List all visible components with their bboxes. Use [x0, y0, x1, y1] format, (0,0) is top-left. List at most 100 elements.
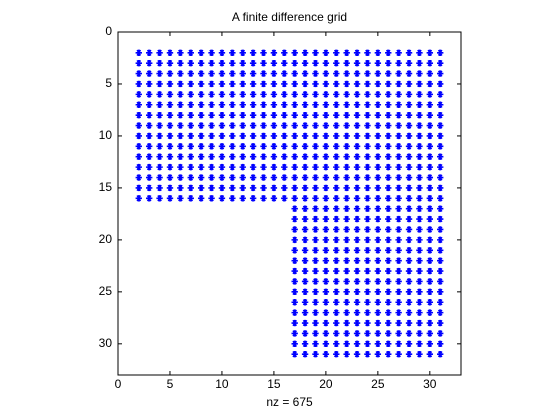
- grid-point: [437, 174, 444, 181]
- grid-point: [197, 143, 205, 150]
- grid-point: [405, 205, 413, 212]
- grid-point: [343, 101, 350, 108]
- grid-point: [416, 132, 423, 140]
- grid-point: [197, 49, 205, 56]
- grid-point: [187, 80, 194, 88]
- grid-point: [156, 80, 163, 88]
- grid-point: [301, 205, 309, 212]
- grid-point: [145, 195, 153, 202]
- grid-point: [218, 153, 226, 160]
- grid-point: [426, 91, 434, 98]
- grid-point: [249, 174, 257, 181]
- grid-point: [395, 49, 402, 56]
- grid-point: [437, 59, 444, 67]
- grid-point: [426, 111, 434, 119]
- grid-point: [301, 267, 309, 275]
- grid-point: [385, 236, 392, 244]
- grid-point: [405, 257, 413, 264]
- grid-point: [301, 257, 309, 264]
- grid-point: [322, 143, 330, 150]
- grid-point: [437, 351, 444, 358]
- grid-point: [229, 59, 236, 67]
- grid-point: [416, 70, 423, 77]
- grid-point: [145, 163, 153, 171]
- grid-point: [239, 153, 246, 160]
- grid-point: [322, 132, 330, 140]
- grid-point: [437, 267, 444, 275]
- grid-point: [385, 91, 392, 98]
- grid-point: [322, 278, 330, 285]
- grid-point: [374, 226, 382, 233]
- grid-point: [322, 80, 330, 88]
- x-tick-label: 0: [115, 377, 122, 391]
- grid-point: [270, 91, 278, 98]
- grid-point: [364, 59, 371, 67]
- grid-point: [426, 288, 434, 296]
- grid-point: [353, 278, 361, 285]
- grid-point: [333, 215, 340, 223]
- grid-point: [301, 340, 309, 348]
- grid-point: [239, 111, 246, 119]
- grid-point: [239, 184, 246, 192]
- grid-point: [416, 288, 423, 296]
- grid-point: [301, 247, 309, 254]
- grid-point: [135, 111, 142, 119]
- grid-point: [135, 49, 142, 56]
- grid-point: [353, 215, 361, 223]
- grid-point: [353, 236, 361, 244]
- grid-point: [239, 122, 246, 129]
- grid-point: [416, 163, 423, 171]
- grid-point: [333, 257, 340, 264]
- grid-point: [177, 111, 184, 119]
- grid-point: [353, 299, 361, 306]
- grid-point: [145, 80, 153, 88]
- grid-point: [353, 143, 361, 150]
- grid-point: [395, 91, 402, 98]
- grid-point: [135, 184, 142, 192]
- grid-point: [135, 195, 142, 202]
- grid-point: [322, 226, 330, 233]
- grid-point: [208, 101, 215, 108]
- grid-point: [260, 70, 267, 77]
- grid-point: [343, 70, 350, 77]
- grid-point: [343, 174, 350, 181]
- grid-point: [333, 184, 340, 192]
- grid-point: [416, 236, 423, 244]
- grid-point: [197, 184, 205, 192]
- grid-point: [364, 195, 371, 202]
- grid-point: [437, 330, 444, 337]
- grid-point: [156, 91, 163, 98]
- grid-point: [426, 101, 434, 108]
- grid-point: [301, 215, 309, 223]
- grid-point: [343, 278, 350, 285]
- grid-point: [135, 132, 142, 140]
- grid-point: [437, 236, 444, 244]
- grid-point: [385, 205, 392, 212]
- grid-point: [416, 205, 423, 212]
- grid-point: [426, 236, 434, 244]
- grid-point: [333, 319, 340, 327]
- grid-point: [385, 257, 392, 264]
- grid-point: [301, 153, 309, 160]
- grid-point: [249, 122, 257, 129]
- grid-point: [322, 91, 330, 98]
- grid-point: [312, 91, 319, 98]
- grid-point: [260, 101, 267, 108]
- grid-point: [156, 111, 163, 119]
- grid-point: [353, 153, 361, 160]
- grid-point: [437, 299, 444, 306]
- grid-point: [177, 174, 184, 181]
- grid-point: [353, 351, 361, 358]
- grid-point: [301, 70, 309, 77]
- grid-point: [291, 257, 298, 264]
- grid-point: [281, 174, 288, 181]
- grid-point: [249, 70, 257, 77]
- grid-point: [301, 184, 309, 192]
- grid-point: [333, 70, 340, 77]
- grid-point: [291, 132, 298, 140]
- grid-point: [405, 111, 413, 119]
- grid-point: [177, 80, 184, 88]
- grid-point: [135, 80, 142, 88]
- grid-point: [426, 205, 434, 212]
- grid-point: [343, 247, 350, 254]
